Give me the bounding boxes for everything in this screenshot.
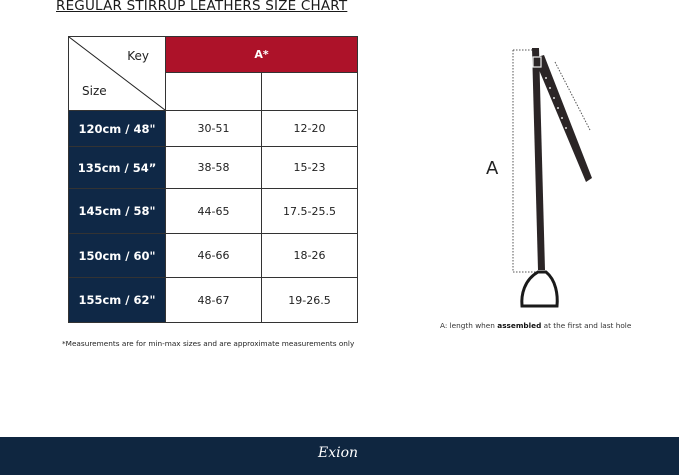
diagram-a-label: A [486, 158, 499, 179]
table-row: 145cm / 58" 44-65 17.5-25.5 [68, 188, 358, 234]
inches-cell: 12-20 [261, 110, 358, 147]
table-row: 150cm / 60" 46-66 18-26 [68, 233, 358, 278]
table-row: 135cm / 54” 38-58 15-23 [68, 146, 358, 189]
caption-bold: assembled [497, 321, 542, 330]
stirrup-leather-illustration [512, 48, 592, 308]
size-chart-table: Key Size A* CMs. Inches 120cm / 48" 30-5… [68, 35, 358, 323]
cms-cell: 44-65 [165, 188, 262, 234]
inches-cell: 19-26.5 [261, 277, 358, 323]
size-cell: 150cm / 60" [68, 233, 166, 278]
footer-band [0, 437, 679, 475]
brand-logo: Exion [318, 445, 359, 461]
corner-cell: Key Size [68, 36, 166, 111]
inches-cell: 18-26 [261, 233, 358, 278]
footnote: *Measurements are for min-max sizes and … [62, 339, 355, 348]
column-header-cms: CMs. [165, 72, 262, 111]
group-header: A* [165, 35, 358, 74]
inches-cell: 17.5-25.5 [261, 188, 358, 234]
size-cell: 120cm / 48" [68, 110, 166, 147]
size-cell: 155cm / 62" [68, 277, 166, 323]
corner-key-label: Key [127, 49, 149, 63]
corner-size-label: Size [82, 84, 107, 98]
leather-strap [532, 48, 545, 270]
stirrup-iron [520, 270, 559, 308]
caption-prefix: A: length when [440, 321, 495, 330]
caption-suffix: at the first and last hole [543, 321, 632, 330]
diagram-caption: A: length when assembled at the first an… [440, 321, 631, 330]
table-row: 120cm / 48" 30-51 12-20 [68, 110, 358, 147]
inches-cell: 15-23 [261, 146, 358, 189]
buckle [532, 56, 542, 68]
size-cell: 145cm / 58" [68, 188, 166, 234]
diagonal-divider [69, 37, 165, 110]
column-header-inches: Inches [261, 72, 358, 111]
page-title: REGULAR STIRRUP LEATHERS SIZE CHART [56, 0, 348, 14]
size-cell: 135cm / 54” [68, 146, 166, 189]
cms-cell: 46-66 [165, 233, 262, 278]
cms-cell: 48-67 [165, 277, 262, 323]
leather-strap-tail [534, 55, 592, 182]
cms-cell: 38-58 [165, 146, 262, 189]
table-row: 155cm / 62" 48-67 19-26.5 [68, 277, 358, 323]
cms-cell: 30-51 [165, 110, 262, 147]
